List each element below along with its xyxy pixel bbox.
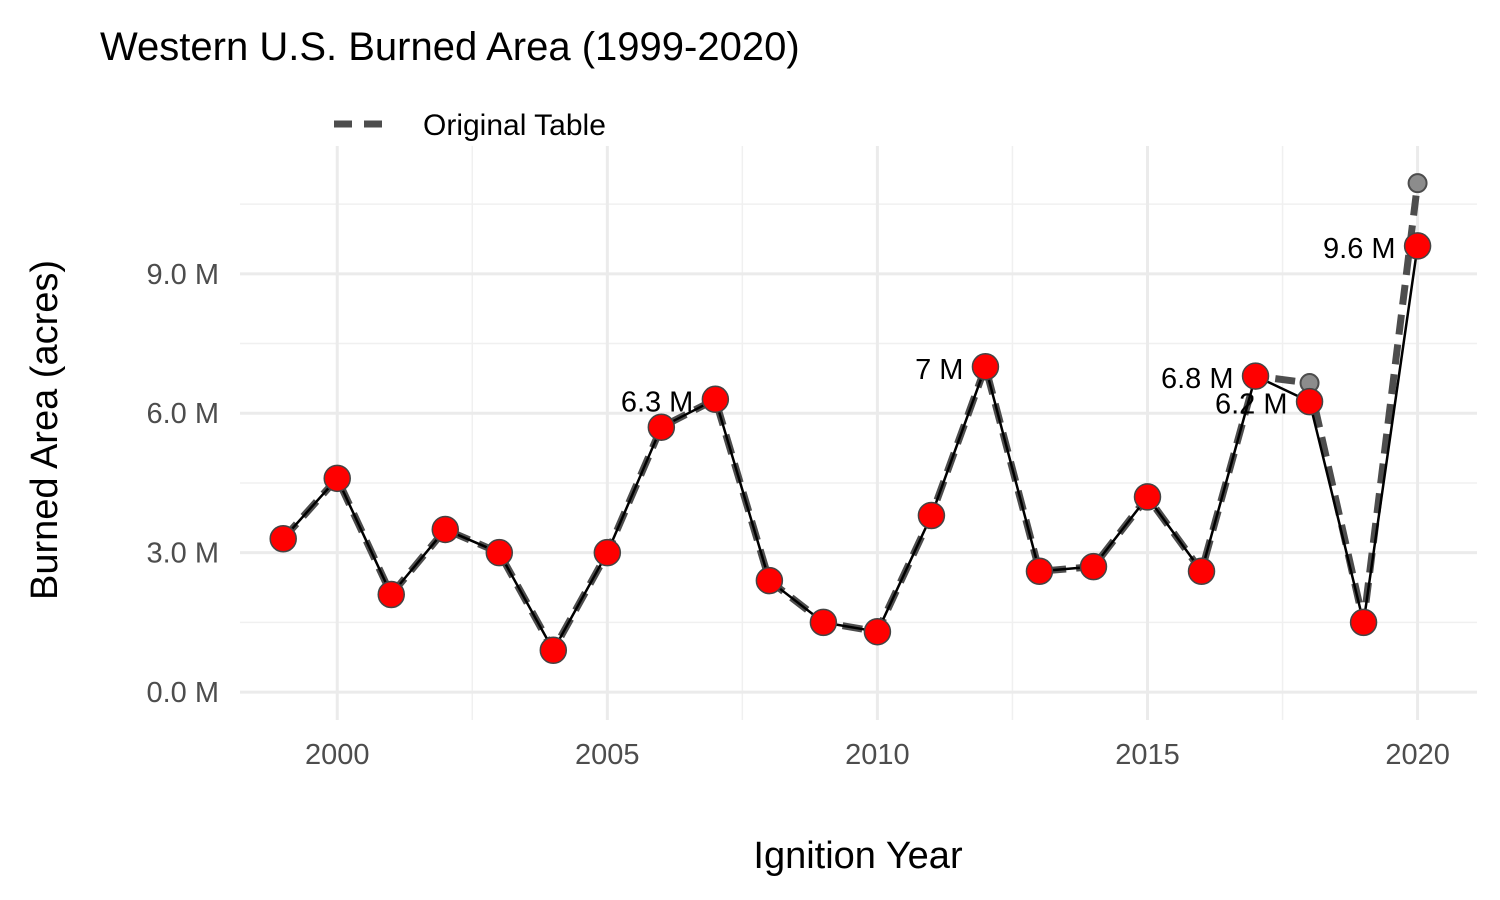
data-point bbox=[917, 501, 946, 530]
y-tick-label: 9.0 M bbox=[146, 259, 219, 291]
data-point bbox=[1295, 387, 1324, 416]
data-point bbox=[701, 385, 730, 414]
y-axis-title: Burned Area (acres) bbox=[24, 260, 66, 600]
data-label: 7 M bbox=[915, 354, 963, 386]
series-line-main bbox=[282, 245, 1419, 652]
y-tick-label: 3.0 M bbox=[146, 538, 219, 570]
chart-title: Western U.S. Burned Area (1999-2020) bbox=[100, 25, 800, 69]
data-point bbox=[809, 608, 838, 637]
x-axis-title: Ignition Year bbox=[753, 835, 963, 877]
legend-label-original-table: Original Table bbox=[423, 109, 606, 142]
data-point bbox=[971, 353, 1000, 381]
gridlines bbox=[240, 146, 1477, 720]
data-label: 9.6 M bbox=[1323, 233, 1396, 265]
data-point bbox=[1403, 232, 1432, 260]
x-tick-label: 2020 bbox=[1385, 739, 1450, 771]
data-point bbox=[269, 524, 297, 553]
data-label: 6.8 M bbox=[1161, 363, 1234, 395]
data-point bbox=[377, 580, 405, 609]
x-tick-label: 2010 bbox=[845, 739, 910, 771]
data-point bbox=[323, 464, 351, 493]
data-point bbox=[1349, 608, 1378, 637]
data-point bbox=[593, 538, 622, 567]
data-point bbox=[485, 538, 514, 567]
data-points bbox=[269, 173, 1432, 665]
data-point bbox=[1079, 552, 1108, 581]
x-tick-label: 2000 bbox=[305, 739, 370, 771]
data-point bbox=[1133, 483, 1162, 511]
data-point bbox=[1241, 362, 1270, 390]
data-point bbox=[755, 566, 784, 595]
data-point bbox=[1025, 557, 1054, 586]
y-axis-ticks: 0.0 M 3.0 M 6.0 M 9.0 M bbox=[146, 259, 219, 709]
data-point bbox=[1187, 557, 1216, 586]
data-label: 6.2 M bbox=[1215, 389, 1288, 421]
y-tick-label: 6.0 M bbox=[146, 398, 219, 430]
series-lines bbox=[280, 182, 1422, 654]
original-table-point bbox=[1407, 173, 1428, 194]
data-point bbox=[539, 636, 568, 665]
legend: Original Table bbox=[334, 109, 606, 142]
y-tick-label: 0.0 M bbox=[146, 677, 219, 709]
data-label: 6.3 M bbox=[621, 386, 694, 418]
x-tick-label: 2005 bbox=[575, 739, 640, 771]
data-point bbox=[647, 413, 676, 441]
data-point bbox=[863, 617, 892, 646]
x-tick-label: 2015 bbox=[1115, 739, 1180, 771]
data-point bbox=[431, 515, 460, 544]
x-axis-ticks: 2000 2005 2010 2015 2020 bbox=[305, 739, 1450, 771]
data-labels: 6.3 M 7 M 6.8 M6.2 M 9.6 M bbox=[621, 233, 1396, 421]
